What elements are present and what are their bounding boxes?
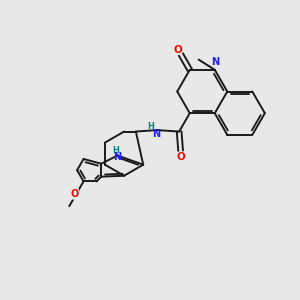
Text: N: N: [113, 152, 122, 162]
Text: H: H: [112, 146, 119, 155]
Text: H: H: [147, 122, 154, 131]
Text: N: N: [211, 58, 219, 68]
Text: N: N: [152, 129, 160, 139]
Text: O: O: [70, 189, 79, 199]
Text: O: O: [174, 45, 183, 55]
Text: O: O: [177, 152, 186, 162]
